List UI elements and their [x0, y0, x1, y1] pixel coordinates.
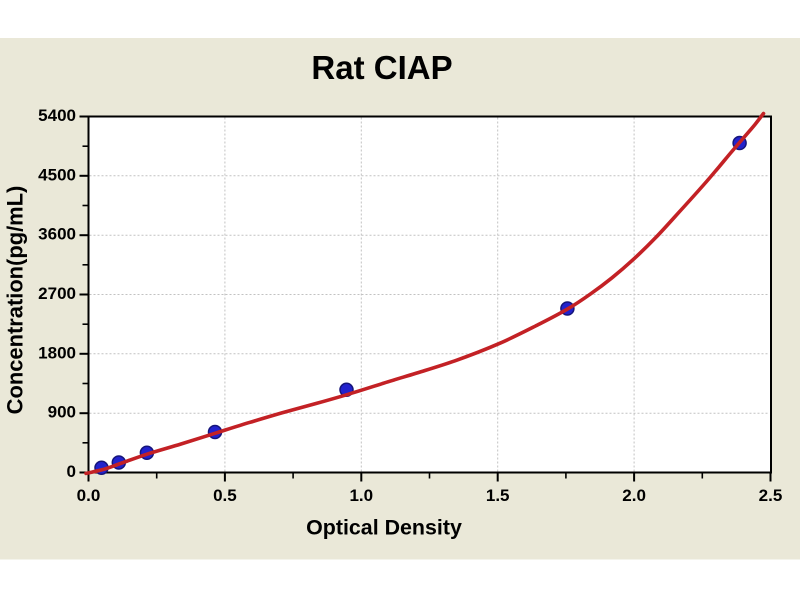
svg-text:1.5: 1.5 [486, 486, 510, 505]
svg-text:5400: 5400 [38, 106, 76, 125]
svg-text:2700: 2700 [38, 284, 76, 303]
svg-text:1800: 1800 [38, 343, 76, 362]
svg-text:Rat CIAP: Rat CIAP [311, 49, 452, 86]
svg-text:0.0: 0.0 [77, 486, 101, 505]
svg-text:3600: 3600 [38, 225, 76, 244]
svg-text:2.0: 2.0 [622, 486, 646, 505]
svg-text:0: 0 [67, 462, 76, 481]
svg-text:Concentration(pg/mL): Concentration(pg/mL) [3, 186, 28, 415]
svg-text:Optical Density: Optical Density [306, 516, 462, 540]
svg-text:1.0: 1.0 [349, 486, 373, 505]
svg-text:4500: 4500 [38, 165, 76, 184]
svg-text:2.5: 2.5 [759, 486, 783, 505]
svg-text:0.5: 0.5 [213, 486, 237, 505]
svg-text:900: 900 [48, 403, 76, 422]
